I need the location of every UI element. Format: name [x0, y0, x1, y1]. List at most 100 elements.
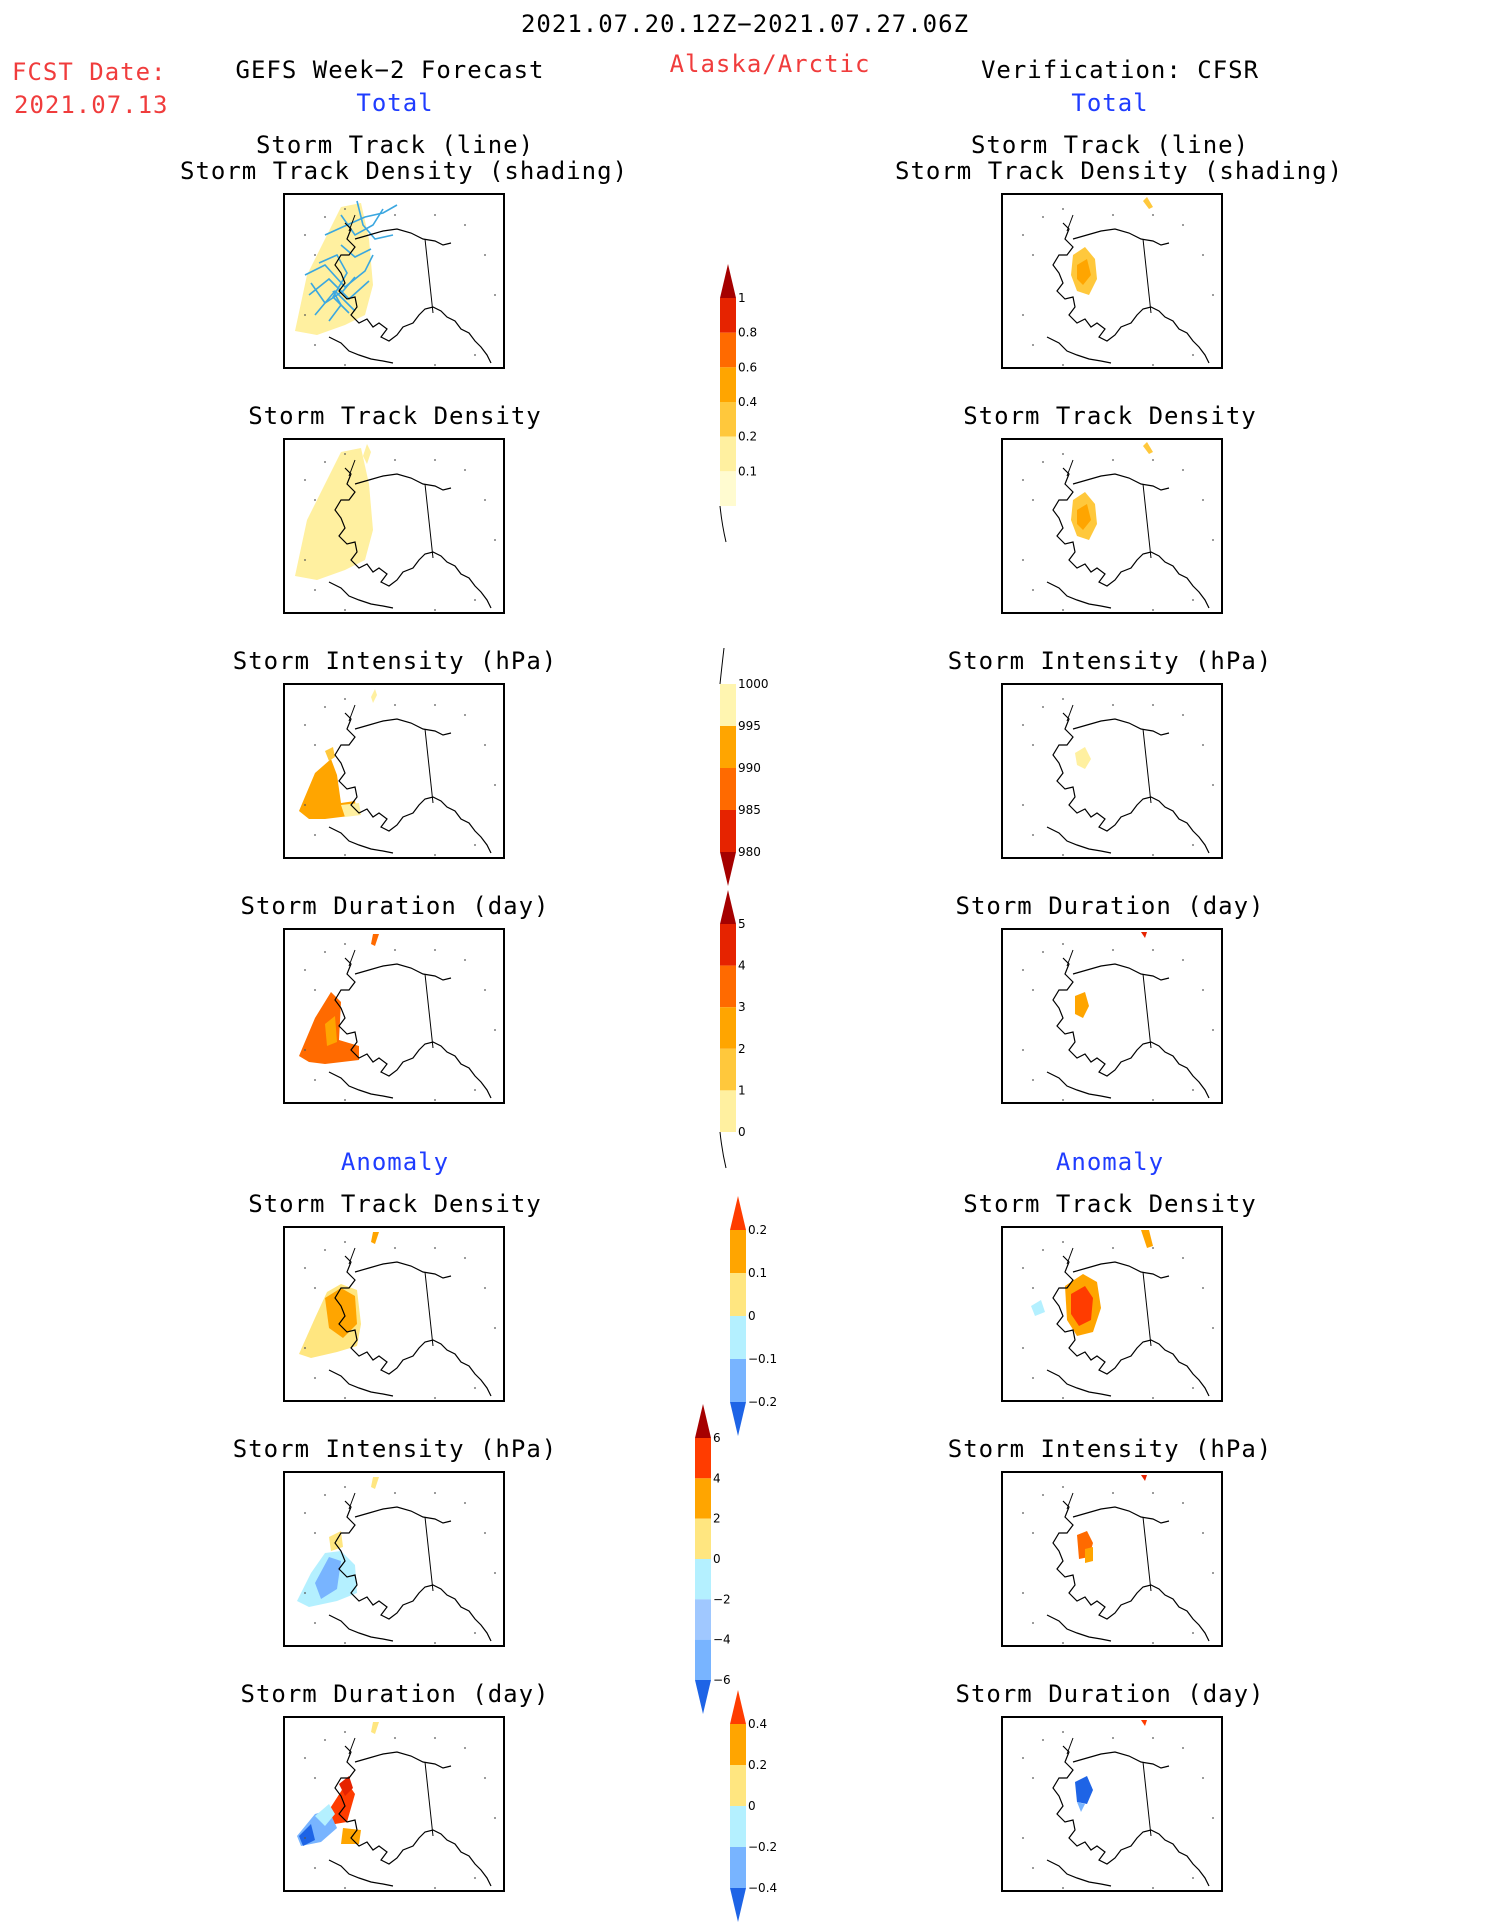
- title-duration-anom-right: Storm Duration (day): [955, 1680, 1265, 1708]
- colorbar-block: [730, 1230, 746, 1273]
- coastline-north: [354, 718, 452, 736]
- grid-dot: [1112, 459, 1114, 461]
- grid-dot: [1192, 1877, 1194, 1879]
- grid-dot: [344, 943, 346, 945]
- grid-dot: [1062, 208, 1064, 210]
- colorbar-block: [720, 924, 736, 966]
- coastline-north: [1072, 1261, 1170, 1279]
- grid-dot: [434, 459, 436, 461]
- coastline-L-danom: [304, 1241, 496, 1399]
- colorbar-label: 3: [738, 1000, 746, 1014]
- period-title: 2021.07.20.12Z−2021.07.27.06Z: [520, 10, 970, 38]
- colorbar-label: 6: [713, 1431, 721, 1445]
- grid-dot: [304, 1592, 306, 1594]
- grid-dot: [484, 254, 486, 256]
- coastline-north: [354, 473, 452, 491]
- colorbar-block: [720, 684, 736, 726]
- title-intensity-anom-right: Storm Intensity (hPa): [947, 1435, 1273, 1463]
- coastline-R-duration: [1022, 943, 1214, 1101]
- storm-track-line: [318, 253, 350, 314]
- coastline-R-intensity: [1022, 698, 1214, 856]
- shaded-region: [1141, 1230, 1153, 1248]
- colorbar-cap-bottom: [720, 852, 736, 886]
- shaded-region: [299, 759, 357, 819]
- coastline-L-duration: [304, 943, 496, 1101]
- coastline-west: [334, 1745, 492, 1887]
- grid-dot: [314, 1377, 316, 1379]
- shaded-region: [1143, 197, 1153, 209]
- colorbar-label: 995: [738, 719, 761, 733]
- storm-track-line: [314, 289, 356, 316]
- grid-dot: [1032, 499, 1034, 501]
- grid-dot: [484, 989, 486, 991]
- colorbar-label: 0.8: [738, 326, 757, 340]
- grid-dot: [324, 1249, 326, 1251]
- grid-dot: [474, 354, 476, 356]
- title-intensity-left: Storm Intensity (hPa): [232, 647, 558, 675]
- colorbar-block: [730, 1273, 746, 1316]
- coastline-R-ianom: [1022, 1486, 1214, 1644]
- grid-dot: [314, 989, 316, 991]
- title-density-right: Storm Track Density: [963, 402, 1257, 430]
- coastline-south: [328, 581, 394, 609]
- grid-dot: [344, 609, 346, 611]
- right-anomaly-label: Anomaly: [1055, 1148, 1165, 1176]
- colorbar-intensity: 1000 995 990 985 980: [718, 646, 798, 886]
- grid-dot: [1032, 1079, 1034, 1081]
- shaded-region: [295, 448, 373, 580]
- shaded-region: [1031, 1300, 1045, 1316]
- grid-dot: [1062, 364, 1064, 366]
- coastline-L-uanom: [304, 1731, 496, 1889]
- coastline-L-intensity: [304, 698, 496, 856]
- shaded-region: [1075, 992, 1089, 1018]
- colorbar-block: [720, 1090, 736, 1132]
- grid-dot: [494, 539, 496, 541]
- colorbar-tail-top: [719, 647, 725, 685]
- coastline-north: [1072, 228, 1170, 246]
- grid-dot: [1152, 704, 1154, 706]
- grid-dot: [1022, 969, 1024, 971]
- colorbar-cap-top: [730, 1690, 746, 1724]
- grid-dot: [344, 854, 346, 856]
- grid-dot: [1112, 1737, 1114, 1739]
- grid-dot: [1062, 943, 1064, 945]
- coastline-south: [328, 1369, 394, 1397]
- grid-dot: [434, 1642, 436, 1644]
- border-line: [424, 1271, 434, 1347]
- colorbar-label: 0: [748, 1799, 756, 1813]
- grid-dot: [1112, 949, 1114, 951]
- grid-dot: [1042, 1739, 1044, 1741]
- colorbar-density: 1 0.8 0.6 0.4 0.2 0.1: [718, 264, 798, 544]
- grid-dot: [1062, 698, 1064, 700]
- grid-dot: [474, 844, 476, 846]
- colorbar-block: [720, 367, 736, 402]
- grid-dot: [344, 1099, 346, 1101]
- grid-dot: [304, 724, 306, 726]
- border-line: [1142, 1516, 1152, 1592]
- colorbar-block: [695, 1639, 711, 1680]
- grid-dot: [1062, 609, 1064, 611]
- colorbar-label: −2: [713, 1592, 731, 1606]
- fcst-date-label: FCST Date:: [12, 58, 167, 86]
- grid-dot: [464, 1747, 466, 1749]
- border-line: [1142, 728, 1152, 804]
- grid-dot: [1212, 1029, 1214, 1031]
- title-track-line-left: Storm Track (line): [255, 131, 535, 159]
- grid-dot: [1182, 1257, 1184, 1259]
- grid-dot: [1042, 461, 1044, 463]
- grid-dot: [344, 1887, 346, 1889]
- colorbar-label: 2: [738, 1042, 746, 1056]
- colorbar-block: [695, 1518, 711, 1559]
- grid-dot: [314, 589, 316, 591]
- title-duration-anom-left: Storm Duration (day): [240, 1680, 550, 1708]
- grid-dot: [344, 1486, 346, 1488]
- coastline-north: [1072, 1751, 1170, 1769]
- colorbar-label: 0.6: [738, 360, 757, 374]
- map-svg: [1022, 932, 1214, 1101]
- grid-dot: [1192, 1387, 1194, 1389]
- russia-coast: [348, 1737, 356, 1755]
- grid-dot: [314, 1532, 316, 1534]
- colorbar-label: 1000: [738, 677, 769, 691]
- grid-dot: [344, 1397, 346, 1399]
- shaded-region: [1077, 504, 1091, 530]
